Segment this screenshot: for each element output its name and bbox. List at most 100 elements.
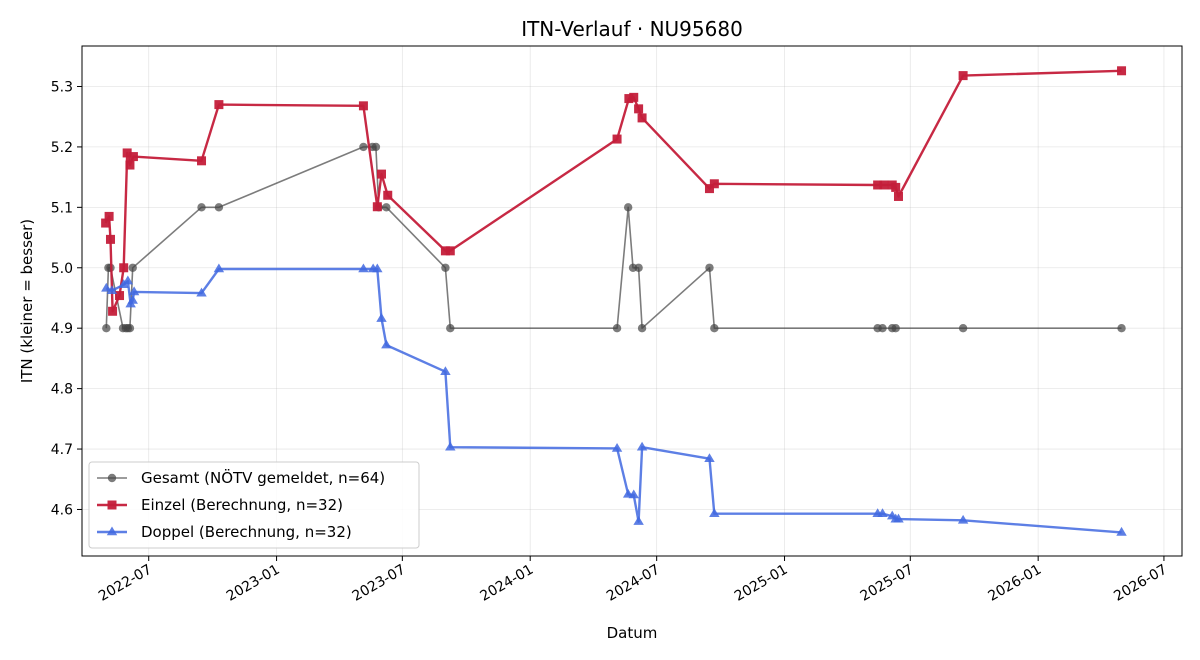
data-point-einzel xyxy=(637,113,647,123)
data-point-gesamt xyxy=(891,323,900,333)
data-point-gesamt xyxy=(359,142,368,152)
data-point-doppel xyxy=(101,282,112,292)
legend-swatch-marker xyxy=(107,473,117,483)
data-point-gesamt xyxy=(446,323,455,333)
y-tick-label: 5.2 xyxy=(51,140,73,156)
data-point-einzel xyxy=(104,211,114,221)
data-point-doppel xyxy=(704,453,715,463)
data-point-einzel xyxy=(197,156,207,166)
data-point-einzel xyxy=(125,160,135,170)
data-point-doppel xyxy=(106,285,118,295)
y-tick-label: 4.6 xyxy=(51,502,73,518)
y-axis: 4.6 4.7 4.8 4.9 5.0 5.1 5.2 5.3 xyxy=(51,79,82,518)
data-point-einzel xyxy=(704,184,714,194)
data-point-gesamt xyxy=(710,323,719,333)
data-point-doppel xyxy=(893,513,904,523)
data-point-einzel xyxy=(891,182,901,192)
data-point-doppel xyxy=(957,514,969,524)
data-point-gesamt xyxy=(125,323,135,333)
data-point-gesamt xyxy=(197,203,206,212)
data-point-einzel xyxy=(105,234,115,244)
data-point-gesamt xyxy=(441,263,450,272)
data-point-einzel xyxy=(440,246,450,256)
legend-label: Doppel (Berechnung, n=32) xyxy=(141,523,352,541)
series-einzel xyxy=(101,66,1127,316)
data-point-einzel xyxy=(624,94,634,104)
data-point-doppel xyxy=(445,441,456,451)
legend-label: Einzel (Berechnung, n=32) xyxy=(141,496,343,514)
data-point-doppel xyxy=(709,508,720,518)
data-point-doppel xyxy=(372,263,383,273)
x-axis-label: Datum xyxy=(607,624,658,642)
data-point-einzel xyxy=(612,134,622,144)
data-point-einzel xyxy=(879,180,889,190)
data-point-einzel xyxy=(445,246,455,256)
data-point-gesamt xyxy=(612,323,622,333)
data-point-gesamt xyxy=(705,263,714,272)
data-point-doppel xyxy=(122,275,134,285)
series-doppel xyxy=(101,263,1127,536)
y-tick-label: 5.1 xyxy=(51,200,73,216)
data-point-gesamt xyxy=(878,323,887,333)
data-point-doppel xyxy=(376,313,387,322)
data-point-einzel xyxy=(634,104,644,114)
data-point-einzel xyxy=(122,148,132,158)
data-point-doppel xyxy=(440,366,451,375)
data-point-einzel xyxy=(101,218,111,228)
data-point-gesamt xyxy=(958,323,968,333)
data-point-gesamt xyxy=(102,323,111,333)
data-point-einzel xyxy=(115,291,125,301)
legend-item-doppel: Doppel (Berechnung, n=32) xyxy=(97,523,352,541)
data-point-doppel xyxy=(196,287,207,297)
data-point-einzel xyxy=(376,169,386,179)
data-point-einzel xyxy=(893,191,903,201)
data-point-gesamt xyxy=(634,263,643,272)
y-tick-label: 4.9 xyxy=(51,321,73,337)
data-point-gesamt xyxy=(623,203,633,212)
data-point-gesamt xyxy=(637,323,647,333)
data-point-einzel xyxy=(358,101,368,111)
data-point-doppel xyxy=(358,263,369,273)
data-point-einzel xyxy=(873,180,883,190)
plot-frame xyxy=(81,45,1183,557)
data-point-einzel xyxy=(958,71,968,81)
data-point-gesamt xyxy=(371,142,381,152)
legend-item-gesamt: Gesamt (NÖTV gemeldet, n=64) xyxy=(97,468,385,487)
legend-swatch-marker xyxy=(107,500,117,510)
data-point-doppel xyxy=(628,489,639,499)
y-tick-label: 4.7 xyxy=(51,442,73,458)
data-point-einzel xyxy=(709,179,719,189)
legend-swatch-marker xyxy=(106,526,118,536)
data-point-doppel xyxy=(1116,526,1127,536)
y-tick-label: 5.0 xyxy=(51,261,73,277)
chart-title: ITN-Verlauf · NU95680 xyxy=(521,17,743,41)
data-point-einzel xyxy=(128,152,138,162)
data-point-doppel xyxy=(611,442,623,452)
data-point-doppel xyxy=(128,286,140,296)
data-point-doppel xyxy=(633,516,644,525)
data-point-gesamt xyxy=(1117,323,1126,333)
y-tick-label: 4.8 xyxy=(51,382,73,398)
data-point-doppel xyxy=(636,441,648,451)
legend-box xyxy=(88,461,420,549)
data-point-einzel xyxy=(214,100,224,110)
data-point-doppel xyxy=(381,339,392,349)
data-point-gesamt xyxy=(382,203,391,212)
legend-label: Gesamt (NÖTV gemeldet, n=64) xyxy=(141,468,385,487)
y-axis-label: ITN (kleiner = besser) xyxy=(18,219,36,383)
y-tick-label: 5.3 xyxy=(51,79,73,95)
data-point-einzel xyxy=(119,263,129,273)
data-point-einzel xyxy=(1117,66,1127,76)
data-point-einzel xyxy=(629,92,639,102)
data-point-einzel xyxy=(372,202,382,212)
data-point-doppel xyxy=(213,263,225,273)
legend-item-einzel: Einzel (Berechnung, n=32) xyxy=(97,496,343,514)
data-point-einzel xyxy=(383,190,393,200)
data-point-doppel xyxy=(877,508,888,518)
data-point-einzel xyxy=(108,306,118,316)
data-point-gesamt xyxy=(214,203,224,212)
legend: Gesamt (NÖTV gemeldet, n=64) Einzel (Bere… xyxy=(88,461,420,549)
data-point-doppel xyxy=(127,294,138,304)
